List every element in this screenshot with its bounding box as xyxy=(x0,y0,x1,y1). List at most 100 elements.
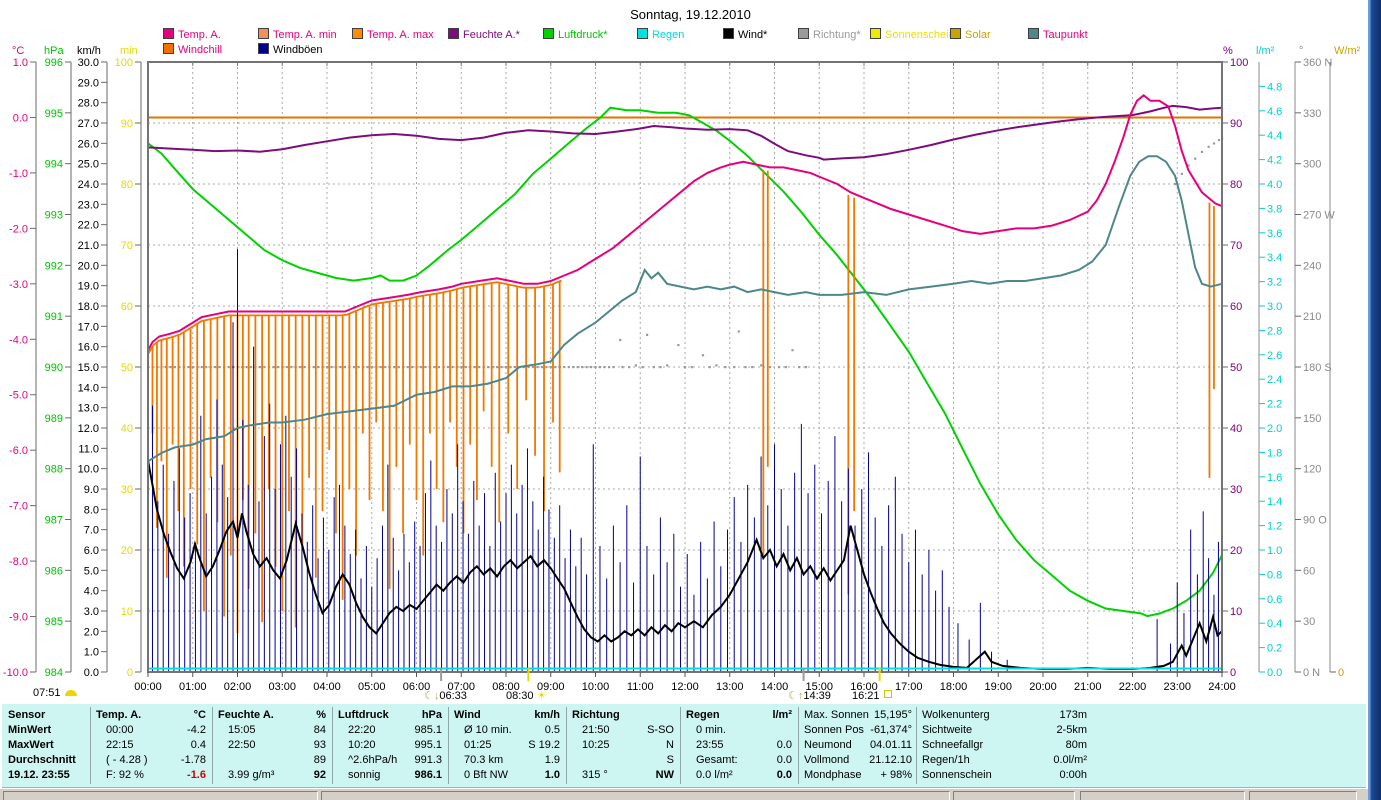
direction-dot xyxy=(581,366,584,369)
direction-dot xyxy=(451,366,454,369)
tick-label: 24.0 xyxy=(78,179,99,191)
legend-label: Feuchte A.* xyxy=(463,29,520,41)
legend-label: Windböen xyxy=(273,44,323,56)
tick-label: W/m² xyxy=(1334,45,1361,57)
legend-label: Wind* xyxy=(738,29,768,41)
direction-dot xyxy=(352,366,356,369)
tick-label: 80 xyxy=(121,179,133,191)
legend-item: Windchill xyxy=(163,43,222,56)
stat-cell: 0 min. xyxy=(696,724,726,736)
direction-dot xyxy=(263,366,266,369)
tick-label: 23.0 xyxy=(78,199,99,211)
tick-label: 4.0 xyxy=(84,586,99,598)
tick-label: 2.2 xyxy=(1267,399,1282,411)
tick-label: 300 xyxy=(1303,159,1321,171)
tick-label: 989 xyxy=(45,413,63,425)
tick-label: 995 xyxy=(45,108,63,120)
tick-label: 90 xyxy=(121,118,133,130)
tick-label: 27.0 xyxy=(78,118,99,130)
stat-cell: 0:00h xyxy=(1059,769,1087,781)
series-temp xyxy=(147,94,1223,351)
direction-dot xyxy=(607,366,611,369)
direction-dot xyxy=(804,366,808,369)
dawn-sun-icon xyxy=(64,690,77,696)
tick-label: 3.2 xyxy=(1267,277,1282,289)
tick-label: 40 xyxy=(1230,423,1242,435)
table-separator xyxy=(332,707,333,784)
direction-dot xyxy=(576,366,579,369)
tick-label: 5.0 xyxy=(84,565,99,577)
tick-label: 0.0 xyxy=(84,667,99,679)
stat-cell: Sonnen Pos xyxy=(804,724,864,736)
tick-label: 360 N xyxy=(1303,57,1332,69)
legend-swatch-icon xyxy=(258,28,269,39)
tick-label: 90 xyxy=(1230,118,1242,130)
stat-cell: MinWert xyxy=(8,724,52,736)
direction-dot xyxy=(603,366,606,369)
legend-item: Luftdruck* xyxy=(543,28,608,41)
moonrise-time: 14:39 xyxy=(803,690,831,702)
tick-label: 10 xyxy=(121,606,133,618)
tick-label: 30 xyxy=(1303,616,1315,628)
tick-label: 17.0 xyxy=(78,321,99,333)
table-separator xyxy=(566,707,567,784)
stat-cell: 1.0 xyxy=(544,769,560,781)
tick-label: -2.0 xyxy=(9,223,28,235)
stat-cell: 2-5km xyxy=(1056,724,1087,736)
sunrise-sun-icon: ☀ xyxy=(536,690,547,702)
stat-cell: 00:00 xyxy=(106,724,134,736)
tick-label: 120 xyxy=(1303,464,1321,476)
tick-label: 1.8 xyxy=(1267,447,1282,459)
direction-dot xyxy=(572,366,575,369)
stat-cell: 04.01.11 xyxy=(869,739,912,751)
tick-label: 996 xyxy=(45,57,63,69)
stat-cell: Regen/1h xyxy=(922,754,970,766)
stat-cell: -4.2 xyxy=(187,724,206,736)
direction-dot xyxy=(370,366,373,369)
moonrise-marker: ☾↑14:39 xyxy=(788,690,831,703)
legend-label: Sonnenschein xyxy=(885,29,955,41)
tick-label: 0.0 xyxy=(1267,667,1282,679)
tick-label: -5.0 xyxy=(9,390,28,402)
legend-label: Regen xyxy=(652,29,685,41)
tick-label: 1.0 xyxy=(1267,545,1282,557)
series-line xyxy=(147,460,1223,670)
tick-label: 3.8 xyxy=(1267,203,1282,215)
direction-dot xyxy=(554,366,557,369)
tick-label: 50 xyxy=(121,362,133,374)
direction-dot xyxy=(169,366,172,369)
tick-label: min xyxy=(120,45,138,57)
stat-cell: °C xyxy=(193,709,206,721)
table-separator xyxy=(680,707,681,784)
legend-label: Temp. A. max xyxy=(367,29,434,41)
legend-item: Sonnenschein xyxy=(870,28,955,41)
stat-cell: Sichtweite xyxy=(922,724,973,736)
legend-label: Luftdruck* xyxy=(558,29,608,41)
direction-dot xyxy=(397,366,400,369)
tick-label: 0.8 xyxy=(1267,569,1282,581)
sunset-marker: 16:21 xyxy=(852,690,892,703)
table-separator xyxy=(90,707,91,784)
direction-dot xyxy=(777,366,781,369)
stat-cell: -1.78 xyxy=(180,754,206,766)
direction-dot xyxy=(760,364,763,367)
moon-up-icon: ☾↑ xyxy=(788,690,804,702)
status-panel xyxy=(321,791,950,800)
tick-label: 16.0 xyxy=(78,342,99,354)
tick-label: 19.0 xyxy=(78,281,99,293)
tick-label: 1.0 xyxy=(13,57,28,69)
tick-label: 0 xyxy=(127,667,133,679)
moon-down-icon: ☾↓ xyxy=(424,690,440,702)
table-separator xyxy=(448,707,449,784)
tick-label: -8.0 xyxy=(9,556,28,568)
direction-dot xyxy=(652,366,655,369)
stat-cell: 19.12. 23:55 xyxy=(8,769,70,781)
stat-cell: hPa xyxy=(421,709,442,721)
stat-cell: 22:15 xyxy=(106,739,134,751)
sensor-stats-table: Sensor MinWert MaxWert Durchschnitt 19.12. 2… xyxy=(2,704,1366,788)
tick-label: 3.6 xyxy=(1267,228,1282,240)
table-separator xyxy=(212,707,213,784)
legend-swatch-icon xyxy=(258,43,269,54)
legend-label: Temp. A. xyxy=(178,29,221,41)
